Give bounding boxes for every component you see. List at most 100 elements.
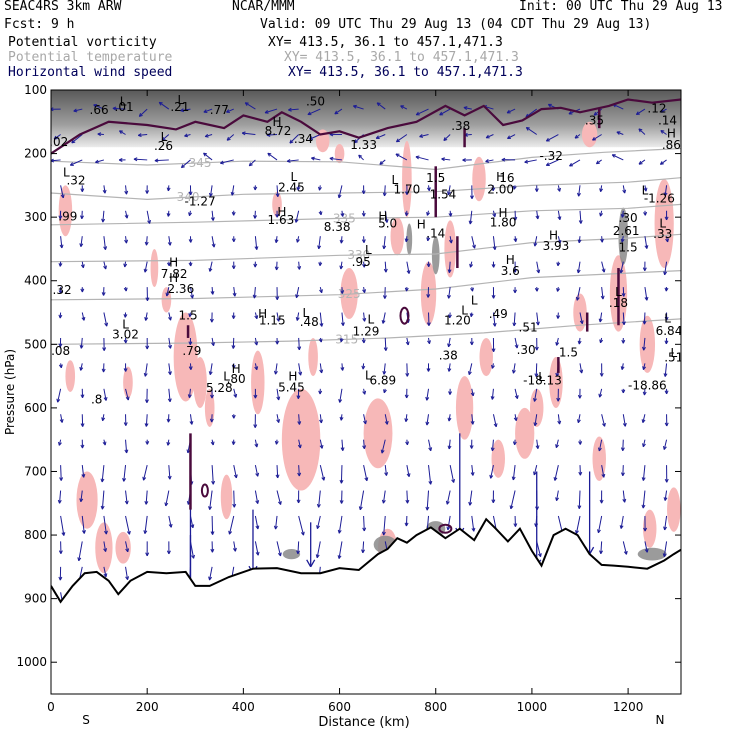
- wind-arrowhead: [145, 345, 150, 350]
- pv-extremum-label: .51: [519, 321, 538, 335]
- wind-arrow: [416, 108, 429, 116]
- wind-arrow: [168, 515, 172, 528]
- wind-arrowhead: [60, 194, 65, 199]
- wind-arrowhead: [405, 372, 410, 377]
- wind-arrowhead: [579, 369, 584, 374]
- pv-extremum-label: L: [63, 165, 70, 179]
- pv-extremum-label: H: [169, 271, 178, 285]
- pv-shade-blob: [115, 531, 131, 564]
- wind-arrowhead: [598, 318, 603, 323]
- pv-extremum-label: .14: [658, 113, 677, 127]
- wind-arrowhead: [53, 135, 58, 140]
- wind-arrowhead: [665, 238, 670, 243]
- wind-arrow: [276, 312, 280, 322]
- wind-arrowhead: [426, 368, 431, 372]
- wind-arrowhead: [556, 315, 561, 319]
- wind-arrowhead: [513, 216, 518, 221]
- wind-arrowhead: [362, 390, 367, 395]
- wind-arrowhead: [166, 550, 171, 555]
- wind-arrow: [341, 312, 344, 326]
- wind-arrowhead: [406, 473, 411, 477]
- wind-arrow: [664, 185, 668, 196]
- wind-arrowhead: [358, 506, 363, 511]
- wind-arrow: [211, 337, 215, 346]
- wind-arrowhead: [426, 294, 431, 298]
- wind-arrow: [318, 490, 321, 508]
- wind-arrow: [644, 541, 648, 553]
- wind-arrow: [556, 337, 559, 346]
- wind-arrow: [579, 312, 583, 324]
- wind-arrowhead: [485, 134, 490, 139]
- wind-arrowhead: [426, 263, 431, 268]
- wind-arrowhead: [275, 296, 280, 300]
- wind-arrowhead: [102, 189, 107, 194]
- wind-arrowhead: [167, 475, 172, 480]
- wind-arrowhead: [337, 194, 342, 199]
- wind-arrowhead: [557, 420, 562, 425]
- wind-arrowhead: [274, 266, 279, 271]
- wind-arrowhead: [275, 213, 280, 218]
- wind-arrowhead: [339, 416, 344, 421]
- wind-arrow: [307, 108, 321, 116]
- wind-arrow: [276, 541, 282, 557]
- wind-arrow: [57, 388, 62, 403]
- wind-arrow: [95, 159, 105, 163]
- wind-arrow: [101, 490, 105, 510]
- wind-arrowhead: [275, 474, 280, 479]
- wind-arrow: [599, 388, 603, 398]
- pv-extremum-label: L: [538, 370, 545, 384]
- forecast-hour: Fcst: 9 h: [4, 17, 75, 32]
- wind-arrowhead: [535, 445, 540, 449]
- pv-extremum-label: .35: [585, 113, 604, 127]
- wind-arrow: [145, 490, 148, 505]
- wind-arrowhead: [208, 506, 212, 510]
- wind-arrow: [220, 159, 234, 164]
- pv-extremum-label: H: [232, 362, 241, 376]
- wind-arrowhead: [79, 498, 84, 503]
- y-tick-label: 300: [24, 210, 47, 224]
- wind-arrowhead: [489, 474, 494, 479]
- wind-arrowhead: [376, 102, 381, 107]
- pv-extremum-label: L: [365, 368, 372, 382]
- wind-arrow: [406, 490, 409, 504]
- wind-arrow: [125, 210, 128, 219]
- wind-arrow: [384, 414, 388, 425]
- pv-extremum-label: L: [223, 370, 230, 384]
- wind-arrowhead: [297, 472, 302, 477]
- wind-arrow: [601, 414, 606, 427]
- wind-arrowhead: [425, 396, 430, 401]
- pv-extremum-label: 16: [499, 171, 514, 185]
- wind-arrowhead: [533, 242, 538, 247]
- y-tick-label: 100: [24, 83, 47, 97]
- wind-arrow: [405, 414, 408, 422]
- pv-extremum-label: H: [378, 209, 387, 223]
- wind-arrow: [579, 363, 583, 374]
- wind-arrowhead: [104, 530, 108, 535]
- wind-arrow: [383, 236, 386, 249]
- wind-arrow: [329, 157, 343, 161]
- wind-arrowhead: [188, 212, 192, 217]
- wind-arrow: [341, 439, 344, 451]
- wind-arrowhead: [296, 499, 301, 504]
- wind-arrow: [125, 541, 129, 552]
- pv-extremum-label: 6.89: [369, 373, 396, 387]
- theta-contour-label: 325: [338, 287, 361, 301]
- wind-arrowhead: [306, 559, 316, 568]
- wind-arrow: [664, 363, 668, 377]
- pv-extremum-label: .32: [53, 283, 72, 297]
- wind-arrowhead: [334, 110, 339, 115]
- pv-extremum-label: L: [664, 312, 671, 326]
- wind-arrow: [112, 107, 126, 110]
- wind-arrow: [287, 159, 299, 162]
- model-title: SEAC4RS 3km ARW: [4, 0, 122, 14]
- wind-arrowhead: [643, 211, 648, 216]
- wind-arrowhead: [188, 366, 193, 370]
- wind-arrowhead: [209, 318, 214, 323]
- wind-arrowhead: [384, 472, 389, 476]
- wind-arrow: [60, 465, 62, 481]
- wind-arrowhead: [59, 419, 64, 423]
- theta-contour-label: 335: [333, 211, 356, 225]
- wind-arrowhead: [513, 268, 518, 273]
- wind-arrow: [426, 490, 430, 511]
- wind-arrowhead: [577, 239, 582, 244]
